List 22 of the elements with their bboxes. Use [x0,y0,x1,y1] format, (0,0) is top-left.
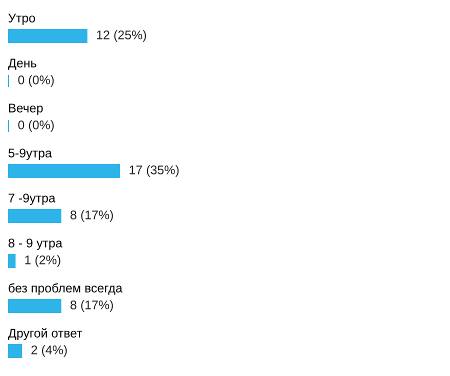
y-tick-label: 5-9утра [8,148,52,160]
y-tick-label: Утро [8,14,36,25]
data-label: 1 (2%) [25,255,60,267]
bar [8,28,88,44]
y-tick-label: 8 - 9 утра [8,238,62,250]
data-label: 0 (0%) [18,75,54,87]
data-label: 8 (17%) [70,300,113,312]
data-label: 12 (25%) [97,30,146,42]
y-tick-label: Другой ответ [8,328,82,340]
y-tick-label: Вечер [9,104,43,115]
data-label: 0 (0%) [18,120,54,132]
bar [8,344,22,358]
bar [8,208,62,224]
data-label: 8 (17%) [70,210,113,222]
bar [8,254,16,268]
data-label: 17 (35%) [130,165,179,177]
y-tick-label: без проблем всегда [8,283,122,295]
bar [8,164,120,178]
y-tick-label: 7 -9утра [8,194,56,205]
data-label: 2 (4%) [31,345,67,357]
y-tick-label: День [8,58,36,70]
bar [8,298,62,314]
